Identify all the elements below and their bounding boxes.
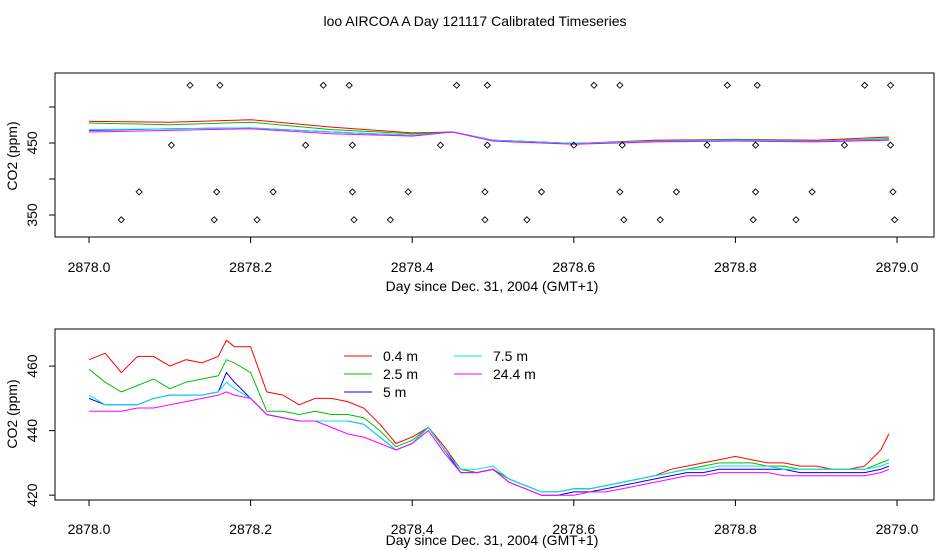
x-tick-label: 2878.2 [229,521,272,537]
scatter-point [672,188,681,196]
x-tick-label: 2878.4 [391,259,434,275]
scatter-point [186,81,194,89]
scatter-point [213,188,221,196]
bottom-series-group [88,339,890,496]
scatter-point [723,81,731,89]
x-tick-label: 2878.2 [229,259,272,275]
x-tick-label: 2878.6 [552,521,595,537]
bottom-y-axis-title: CO2 (ppm) [4,379,20,448]
scatter-point [861,81,869,89]
scatter-point [889,188,897,196]
scatter-point [436,141,445,149]
series-line-5-m [88,371,890,496]
scatter-point [886,81,895,89]
scatter-point [751,141,760,149]
scatter-point [792,216,800,224]
top-y-axis-title: CO2 (ppm) [4,121,20,190]
scatter-point [618,141,626,149]
scatter-point [404,188,412,196]
scatter-point [386,216,395,224]
scatter-point [348,141,357,149]
y-tick-label: 420 [24,483,40,507]
scatter-point [808,188,816,196]
scatter-point [453,81,461,89]
scatter-point [616,188,624,196]
scatter-point [890,216,899,224]
scatter-point [753,81,761,89]
scatter-point [620,216,628,224]
x-tick-label: 2879.0 [876,259,919,275]
bottom-y-axis: 420 440 460 [24,354,56,507]
legend-label: 24.4 m [493,366,536,382]
scatter-point [135,188,143,196]
top-plot-panel: 2878.0 2878.2 2878.4 2878.6 2878.8 2879.0 350… [4,72,935,294]
top-x-axis-title: Day since Dec. 31, 2004 (GMT+1) [386,278,599,294]
bottom-plot-panel: 2878.0 2878.2 2878.4 2878.6 2878.8 2879.0 420… [4,328,935,548]
scatter-point [570,141,578,149]
scatter-point [348,188,357,196]
x-tick-label: 2879.0 [876,521,919,537]
scatter-point [481,188,489,196]
scatter-point [590,81,598,89]
scatter-point [523,216,531,224]
scatter-point [216,81,224,89]
top-plot-frame [54,72,935,238]
legend-label: 5 m [383,384,406,400]
scatter-point [751,188,760,196]
series-line-7-5-m [88,381,890,493]
y-tick-label: 350 [24,203,40,227]
scatter-point [749,216,757,224]
scatter-point [269,188,277,196]
scatter-point [210,216,218,224]
bottom-x-axis-title: Day since Dec. 31, 2004 (GMT+1) [386,532,599,548]
scatter-point [167,141,176,149]
scatter-point [483,141,491,149]
legend-label: 0.4 m [383,348,418,364]
y-tick-label: 460 [24,354,40,378]
series-line-4 [88,128,889,145]
y-tick-label: 450 [24,131,40,155]
top-y-axis: 350 450 [24,106,56,227]
series-line-24-4-m [89,391,890,496]
scatter-point [350,216,358,224]
top-x-axis: 2878.0 2878.2 2878.4 2878.6 2878.8 2879.0 [68,236,919,275]
x-tick-label: 2878.8 [714,259,757,275]
x-tick-label: 2878.0 [68,521,111,537]
x-tick-label: 2878.8 [714,521,757,537]
scatter-point [483,81,491,89]
scatter-point [345,81,353,89]
x-tick-label: 2878.6 [552,259,595,275]
scatter-point [117,216,125,224]
scatter-point [537,188,546,196]
x-tick-label: 2878.4 [391,521,434,537]
legend-label: 2.5 m [383,366,418,382]
scatter-point [319,81,327,89]
scatter-point [656,216,664,224]
top-series-group [88,119,889,145]
bottom-x-axis: 2878.0 2878.2 2878.4 2878.6 2878.8 2879.0 [68,499,919,537]
scatter-point [703,141,711,149]
series-line-2-5-m [88,359,890,493]
scatter-point [253,216,261,224]
top-scatter-group [117,81,899,224]
scatter-point [301,141,310,149]
scatter-point [481,216,489,224]
legend-label: 7.5 m [493,348,528,364]
legend: 0.4 m 2.5 m 5 m 7.5 m 24.4 m [344,348,536,400]
scatter-point [616,81,624,89]
scatter-point [886,141,895,149]
y-tick-label: 440 [24,419,40,443]
scatter-point [840,141,849,149]
figure-title: loo AIRCOA A Day 121117 Calibrated Times… [324,13,627,29]
x-tick-label: 2878.0 [68,259,111,275]
